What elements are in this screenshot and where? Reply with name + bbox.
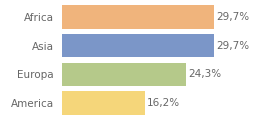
Text: 29,7%: 29,7% [216, 41, 249, 51]
Bar [62, 91, 145, 115]
Bar [62, 34, 214, 57]
Text: 16,2%: 16,2% [147, 98, 180, 108]
Text: 24,3%: 24,3% [188, 69, 221, 79]
Text: 29,7%: 29,7% [216, 12, 249, 22]
Bar [62, 63, 186, 86]
Bar [62, 5, 214, 29]
